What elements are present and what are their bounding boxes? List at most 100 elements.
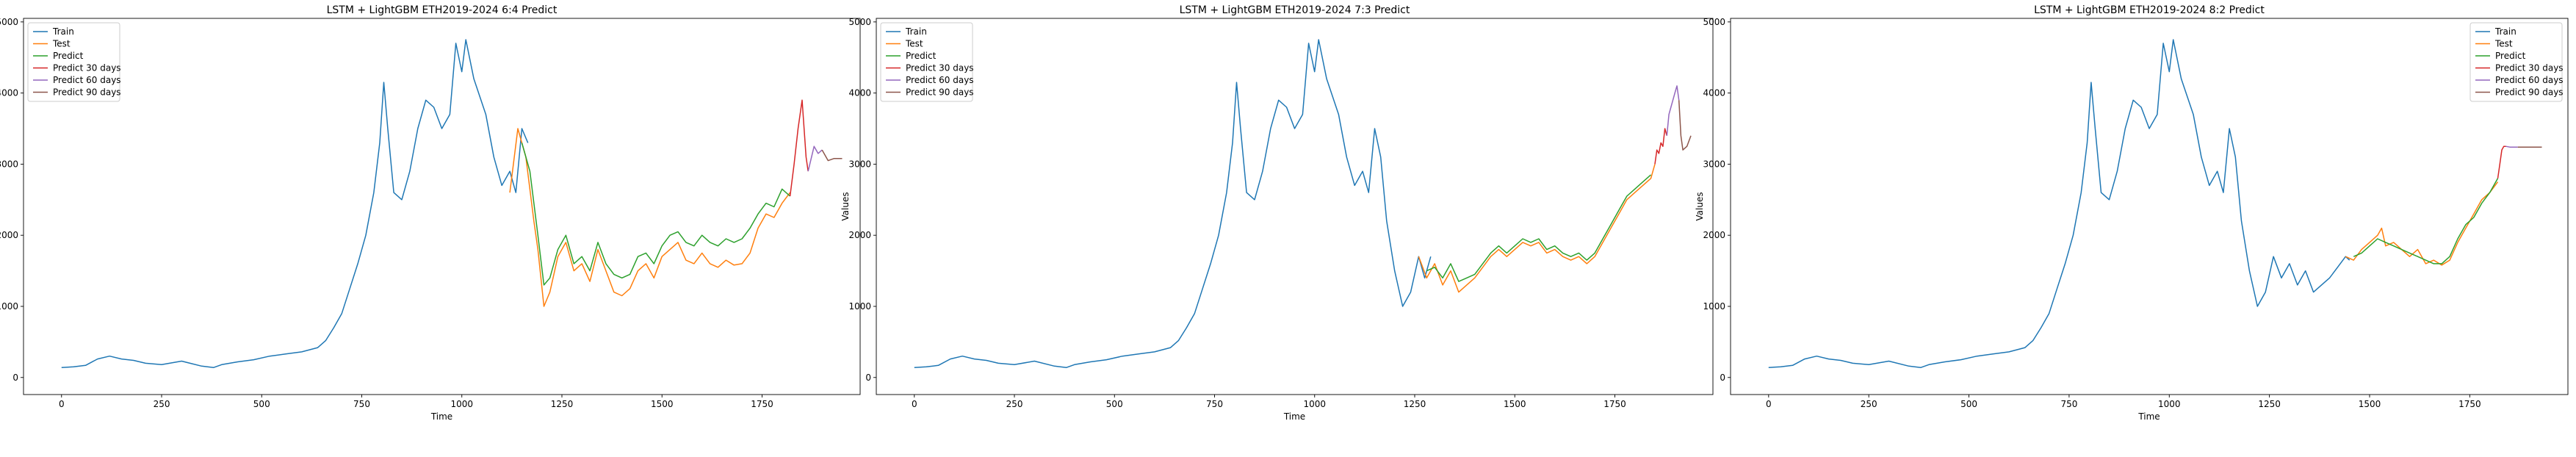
y-tick-label: 0 bbox=[1720, 373, 1725, 383]
x-axis-label: Time bbox=[430, 411, 452, 422]
y-tick-label: 5000 bbox=[848, 17, 871, 27]
x-tick-label: 1750 bbox=[2458, 399, 2481, 409]
x-tick-label: 250 bbox=[1861, 399, 1877, 409]
x-tick-label: 1500 bbox=[1504, 399, 1526, 409]
legend-entry: Predict bbox=[906, 51, 937, 61]
series-line-predict-30-days bbox=[2497, 145, 2506, 179]
series-line-test bbox=[509, 128, 791, 307]
x-tick-label: 0 bbox=[912, 399, 917, 409]
x-tick-label: 500 bbox=[1106, 399, 1123, 409]
x-tick-label: 1750 bbox=[1603, 399, 1626, 409]
y-tick-label: 1000 bbox=[848, 301, 871, 312]
series-group bbox=[61, 39, 843, 368]
series-line-train bbox=[61, 39, 529, 368]
y-tick-label: 4000 bbox=[848, 88, 871, 98]
legend-entry: Predict 60 days bbox=[906, 75, 974, 85]
axes-frame bbox=[876, 18, 1714, 395]
y-tick-label: 1000 bbox=[0, 301, 18, 312]
legend-entry: Predict 90 days bbox=[53, 87, 121, 98]
x-tick-label: 0 bbox=[1766, 399, 1772, 409]
legend-entry: Train bbox=[2494, 26, 2517, 37]
chart-title: LSTM + LightGBM ETH2019-2024 8:2 Predict bbox=[2034, 4, 2265, 16]
y-tick-label: 2000 bbox=[848, 230, 871, 240]
series-line-predict bbox=[2353, 178, 2499, 265]
x-tick-label: 0 bbox=[59, 399, 65, 409]
y-axis-label: Values bbox=[840, 192, 851, 220]
y-tick-label: 3000 bbox=[848, 159, 871, 169]
y-tick-label: 3000 bbox=[1703, 159, 1725, 169]
x-axis-label: Time bbox=[1283, 411, 1305, 422]
y-tick-label: 4000 bbox=[1703, 88, 1725, 98]
y-tick-label: 2000 bbox=[1703, 230, 1725, 240]
legend-entry: Predict bbox=[2495, 51, 2526, 61]
y-tick-label: 4000 bbox=[0, 88, 18, 98]
y-tick-label: 2000 bbox=[0, 230, 18, 240]
chart-title: LSTM + LightGBM ETH2019-2024 6:4 Predict bbox=[327, 4, 558, 16]
chart-panel-3: LSTM + LightGBM ETH2019-2024 8:2 Predict… bbox=[1695, 4, 2569, 422]
legend-frame bbox=[2469, 22, 2563, 102]
legend-entry: Test bbox=[2494, 39, 2513, 49]
x-tick-label: 500 bbox=[253, 399, 270, 409]
series-line-predict-90-days bbox=[1678, 100, 1692, 151]
series-group bbox=[914, 39, 1692, 368]
legend: Train Test Predict Predict 30 days Predict 6… bbox=[2469, 22, 2564, 102]
series-line-train bbox=[914, 39, 1432, 368]
chart-title: LSTM + LightGBM ETH2019-2024 7:3 Predict bbox=[1180, 4, 1410, 16]
y-tick-label: 5000 bbox=[0, 17, 18, 27]
y-tick-label: 0 bbox=[12, 373, 18, 383]
y-axis-label: Values bbox=[1695, 192, 1705, 220]
y-tick-label: 3000 bbox=[0, 159, 18, 169]
x-tick-label: 250 bbox=[154, 399, 170, 409]
legend-entry: Predict bbox=[53, 51, 84, 61]
y-tick-label: 1000 bbox=[1703, 301, 1725, 312]
axes-frame bbox=[23, 18, 861, 395]
series-group bbox=[1768, 39, 2542, 368]
series-line-predict-90-days bbox=[821, 149, 843, 162]
series-line-predict-60-days bbox=[2505, 145, 2518, 148]
series-line-predict-30-days bbox=[789, 99, 809, 197]
legend-entry: Predict 30 days bbox=[53, 63, 121, 73]
x-tick-label: 1000 bbox=[450, 399, 473, 409]
series-line-predict-60-days bbox=[807, 145, 823, 172]
x-tick-label: 1750 bbox=[751, 399, 773, 409]
legend-entry: Predict 30 days bbox=[2495, 63, 2564, 73]
x-tick-label: 250 bbox=[1006, 399, 1023, 409]
series-line-test bbox=[2345, 181, 2499, 266]
chart-panel-2: LSTM + LightGBM ETH2019-2024 7:3 Predict… bbox=[840, 4, 1714, 422]
x-tick-label: 750 bbox=[1206, 399, 1223, 409]
legend-entry: Predict 90 days bbox=[906, 87, 974, 98]
series-line-train bbox=[1768, 39, 2350, 368]
legend: Train Test Predict Predict 30 days Predict 6… bbox=[880, 22, 974, 102]
y-tick-label: 0 bbox=[865, 373, 871, 383]
x-tick-label: 1000 bbox=[1303, 399, 1326, 409]
x-axis-label: Time bbox=[2137, 411, 2160, 422]
legend-entry: Train bbox=[905, 26, 927, 37]
series-line-test bbox=[1418, 164, 1656, 293]
series-line-predict-60-days bbox=[1666, 85, 1680, 136]
legend-frame bbox=[880, 22, 973, 102]
series-line-predict-30-days bbox=[1654, 128, 1668, 165]
x-tick-label: 500 bbox=[1960, 399, 1977, 409]
x-tick-label: 750 bbox=[2060, 399, 2077, 409]
legend: Train Test Predict Predict 30 days Predict 6… bbox=[27, 22, 121, 102]
axes-frame bbox=[1730, 18, 2569, 395]
legend-entry: Test bbox=[52, 39, 71, 49]
x-tick-label: 1250 bbox=[551, 399, 574, 409]
legend-entry: Predict 90 days bbox=[2495, 87, 2564, 98]
legend-entry: Train bbox=[52, 26, 74, 37]
legend-frame bbox=[27, 22, 120, 102]
series-line-predict bbox=[521, 143, 791, 286]
x-tick-label: 1250 bbox=[2258, 399, 2281, 409]
legend-entry: Predict 30 days bbox=[906, 63, 974, 73]
x-tick-label: 1500 bbox=[651, 399, 674, 409]
x-tick-label: 1250 bbox=[1404, 399, 1426, 409]
series-line-predict bbox=[1426, 174, 1651, 282]
y-tick-label: 5000 bbox=[1703, 17, 1725, 27]
x-tick-label: 1000 bbox=[2158, 399, 2181, 409]
x-tick-label: 750 bbox=[353, 399, 370, 409]
chart-panel-1: LSTM + LightGBM ETH2019-2024 6:4 Predict… bbox=[0, 4, 861, 422]
legend-entry: Test bbox=[905, 39, 923, 49]
x-tick-label: 1500 bbox=[2359, 399, 2381, 409]
legend-entry: Predict 60 days bbox=[53, 75, 121, 85]
